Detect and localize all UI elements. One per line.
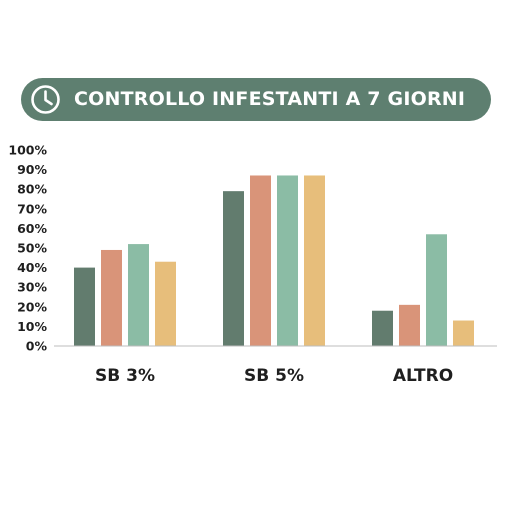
- bar: [128, 244, 149, 346]
- bar: [74, 267, 95, 346]
- bar: [399, 304, 420, 346]
- bar: [453, 320, 474, 346]
- x-axis-ticks: SB 3% SB 5% ALTRO: [95, 366, 453, 386]
- bar: [304, 175, 325, 346]
- y-tick-label: 0%: [26, 339, 48, 354]
- y-tick-label: 90%: [17, 162, 47, 177]
- y-axis-ticks: 0% 10% 20% 30% 40% 50% 60% 70% 80% 90% 100%: [8, 143, 47, 354]
- bar: [372, 310, 393, 346]
- y-tick-label: 50%: [17, 241, 47, 256]
- y-tick-label: 30%: [17, 280, 47, 295]
- chart-title-banner: CONTROLLO INFESTANTI A 7 GIORNI: [21, 78, 491, 121]
- bar: [101, 249, 122, 346]
- bars: [74, 175, 474, 346]
- y-tick-label: 40%: [17, 260, 47, 275]
- y-tick-label: 60%: [17, 221, 47, 236]
- y-tick-label: 20%: [17, 299, 47, 314]
- y-tick-label: 70%: [17, 201, 47, 216]
- x-tick-label: ALTRO: [393, 366, 453, 386]
- bar: [250, 175, 271, 346]
- y-tick-label: 80%: [17, 182, 47, 197]
- bar: [277, 175, 298, 346]
- y-tick-label: 100%: [8, 143, 47, 158]
- bar: [223, 191, 244, 346]
- bar: [426, 234, 447, 346]
- x-tick-label: SB 3%: [95, 366, 155, 386]
- x-tick-label: SB 5%: [244, 366, 304, 386]
- chart-title: CONTROLLO INFESTANTI A 7 GIORNI: [74, 88, 466, 110]
- y-tick-label: 10%: [17, 319, 47, 334]
- bar: [155, 261, 176, 346]
- clock-icon: [31, 85, 60, 114]
